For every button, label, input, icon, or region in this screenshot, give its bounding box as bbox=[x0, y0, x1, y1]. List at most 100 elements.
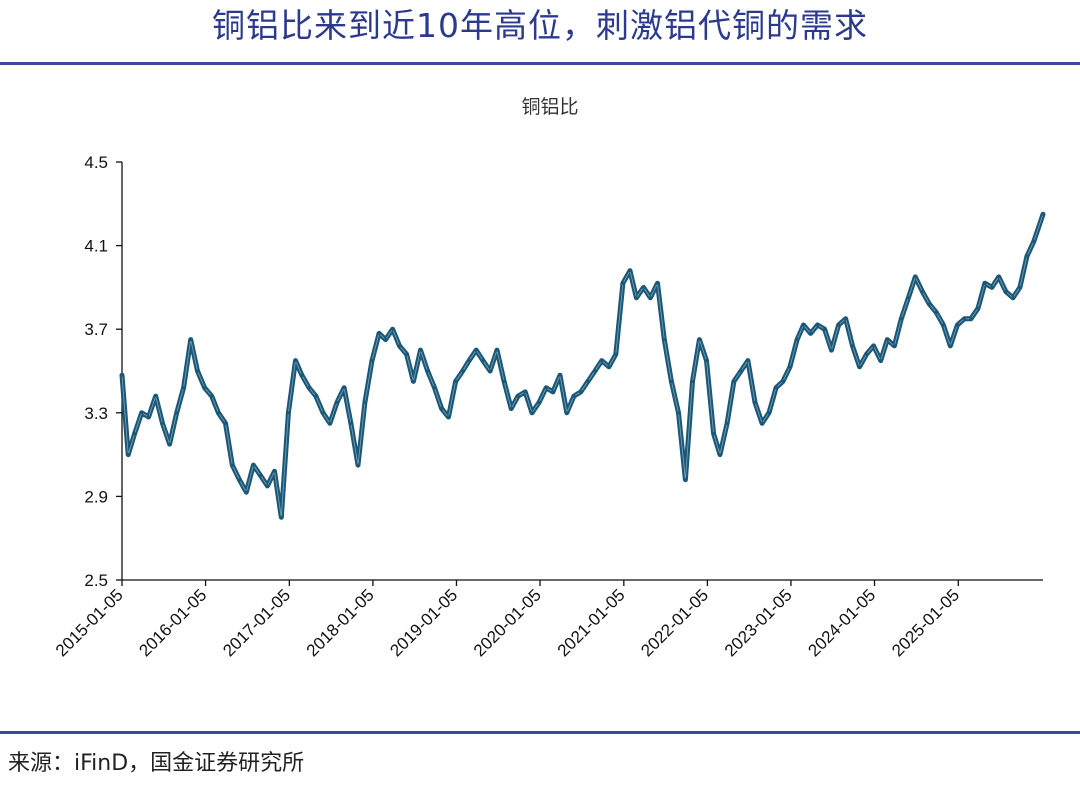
y-tick-label: 4.1 bbox=[84, 237, 108, 256]
data-point bbox=[397, 344, 402, 348]
data-point bbox=[446, 415, 451, 419]
data-point bbox=[175, 411, 179, 415]
data-point bbox=[237, 478, 241, 482]
data-point bbox=[210, 394, 214, 398]
data-point bbox=[997, 275, 1001, 279]
data-point bbox=[216, 411, 220, 415]
data-point bbox=[823, 327, 827, 331]
data-point bbox=[879, 359, 883, 363]
data-point bbox=[454, 379, 458, 383]
data-point bbox=[892, 344, 897, 348]
data-point bbox=[586, 379, 590, 383]
data-point bbox=[934, 310, 938, 315]
chart-title: 铜铝比 bbox=[521, 96, 578, 118]
data-point bbox=[307, 386, 311, 390]
data-point bbox=[189, 338, 193, 342]
data-point bbox=[251, 463, 255, 467]
data-point bbox=[147, 415, 151, 419]
data-point bbox=[899, 317, 903, 321]
data-point bbox=[1041, 212, 1045, 216]
data-point bbox=[530, 411, 534, 415]
data-point bbox=[990, 285, 994, 289]
data-point bbox=[697, 338, 702, 342]
series-line-shadow bbox=[119, 211, 1046, 520]
data-point bbox=[760, 421, 764, 425]
data-point bbox=[160, 421, 165, 425]
data-point bbox=[1025, 254, 1029, 258]
data-point bbox=[788, 365, 792, 369]
data-point bbox=[829, 348, 834, 352]
data-point bbox=[370, 359, 374, 363]
data-point bbox=[655, 281, 660, 285]
x-tick-label: 2019-01-05 bbox=[386, 585, 461, 660]
y-tick-label: 3.3 bbox=[84, 404, 108, 423]
data-point bbox=[230, 463, 234, 467]
data-point bbox=[516, 394, 520, 398]
data-point bbox=[418, 348, 423, 352]
data-point bbox=[1004, 290, 1008, 294]
data-point bbox=[621, 281, 625, 285]
data-point bbox=[690, 379, 695, 383]
data-point bbox=[474, 348, 478, 352]
x-tick-label: 2018-01-05 bbox=[303, 585, 378, 660]
source-note: 来源：iFinD，国金证券研究所 bbox=[8, 751, 305, 776]
data-point bbox=[600, 359, 604, 363]
data-point bbox=[461, 369, 465, 373]
data-point bbox=[544, 386, 548, 390]
data-point bbox=[962, 317, 967, 321]
y-axis: 2.5 2.9 3.3 3.7 4.1 4.5 bbox=[84, 153, 123, 590]
data-point bbox=[1032, 239, 1036, 243]
y-tick-label: 4.5 bbox=[84, 153, 108, 172]
data-point bbox=[509, 407, 513, 411]
data-point bbox=[669, 379, 674, 383]
top-divider bbox=[0, 62, 1080, 65]
x-tick-label: 2023-01-05 bbox=[721, 585, 796, 660]
data-point bbox=[634, 296, 639, 300]
data-point bbox=[976, 306, 980, 310]
data-point bbox=[279, 515, 283, 519]
x-tick-label: 2021-01-05 bbox=[554, 585, 629, 660]
data-point bbox=[182, 386, 186, 390]
data-point bbox=[858, 365, 862, 369]
data-point bbox=[844, 317, 848, 321]
data-point bbox=[969, 317, 973, 321]
data-point bbox=[314, 394, 318, 398]
data-point bbox=[648, 296, 653, 300]
y-tick-label: 3.7 bbox=[84, 320, 108, 339]
data-point bbox=[488, 369, 492, 373]
data-point bbox=[537, 400, 541, 404]
data-point bbox=[286, 411, 290, 415]
data-point bbox=[774, 386, 778, 390]
data-point bbox=[272, 469, 277, 473]
data-point bbox=[467, 359, 471, 363]
x-tick-label: 2016-01-05 bbox=[135, 585, 210, 660]
data-point bbox=[377, 331, 381, 335]
data-point bbox=[195, 369, 200, 373]
y-tick-label: 2.5 bbox=[84, 571, 108, 590]
data-point bbox=[502, 379, 506, 383]
data-point bbox=[739, 369, 743, 373]
data-point bbox=[126, 453, 130, 457]
data-point bbox=[712, 432, 716, 436]
data-point bbox=[265, 484, 269, 488]
data-point bbox=[732, 379, 736, 383]
x-tick-label: 2017-01-05 bbox=[219, 585, 294, 660]
data-point bbox=[927, 302, 932, 306]
data-point bbox=[321, 411, 325, 415]
data-point bbox=[363, 400, 367, 404]
data-point bbox=[837, 323, 841, 327]
data-point bbox=[809, 331, 813, 335]
data-point bbox=[579, 390, 583, 394]
data-point bbox=[523, 390, 527, 394]
data-point bbox=[244, 490, 248, 494]
data-point bbox=[718, 453, 722, 457]
data-point bbox=[683, 478, 688, 482]
data-point bbox=[411, 379, 415, 383]
data-point bbox=[133, 432, 137, 436]
data-point bbox=[342, 386, 346, 390]
plot-area bbox=[119, 211, 1046, 520]
x-tick-label: 2024-01-05 bbox=[804, 585, 879, 660]
data-point bbox=[628, 269, 632, 273]
data-point bbox=[258, 473, 263, 478]
data-point bbox=[328, 421, 332, 425]
